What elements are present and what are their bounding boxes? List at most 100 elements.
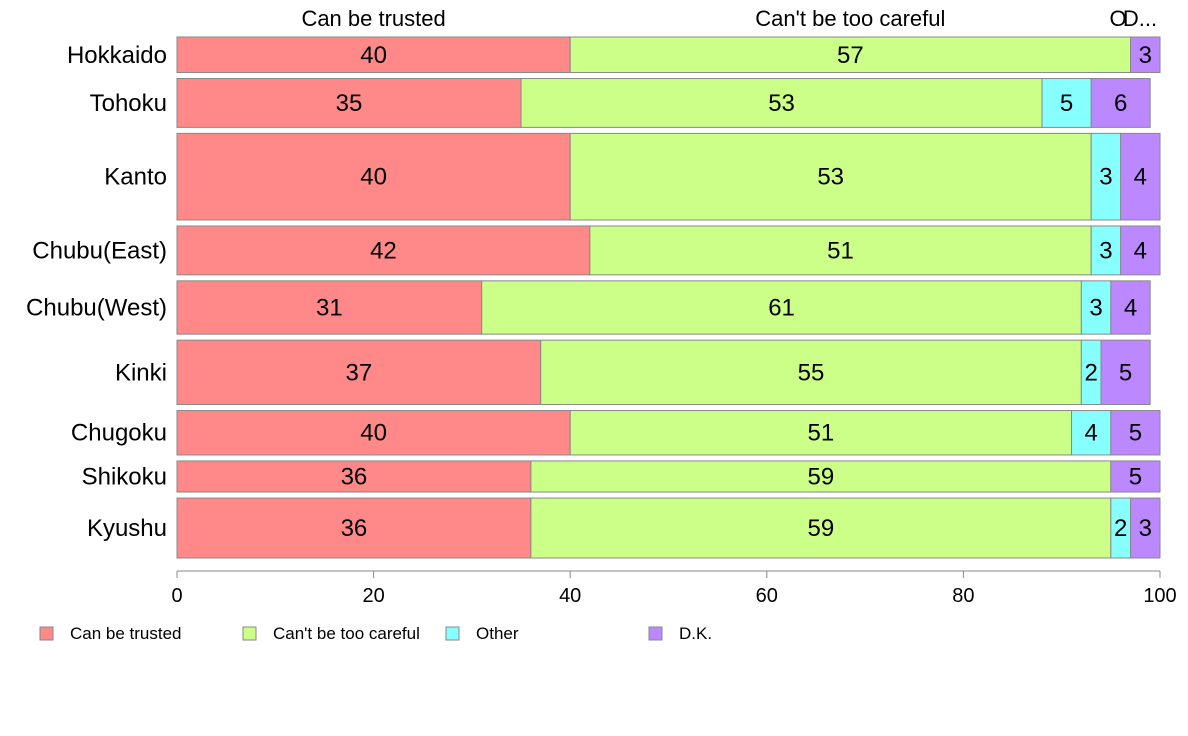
data-label: 35	[336, 90, 363, 117]
data-label: 5	[1119, 359, 1132, 386]
bar-row-chubu-west: 31 61 3 4	[176, 280, 1151, 335]
data-label: 36	[341, 515, 368, 542]
data-label: 3	[1099, 164, 1112, 191]
bar-segment-can-t-be-too-careful	[569, 36, 1132, 74]
legend-swatch	[242, 626, 257, 641]
bar-segment-can-t-be-too-careful	[540, 339, 1082, 406]
data-label: 4	[1134, 237, 1147, 264]
data-label: 40	[360, 42, 387, 69]
bar-segment-can-be-trusted	[176, 225, 591, 276]
bar-row-shikoku: 36 59 5	[176, 460, 1161, 493]
bar-segment-d-k	[1120, 225, 1161, 276]
data-label: 55	[798, 359, 825, 386]
bar-row-kyushu: 36 59 2 3	[176, 497, 1161, 559]
bar-segment-other	[1090, 225, 1122, 276]
top-series-label: D...	[1123, 6, 1157, 31]
category-label: Chubu(East)	[32, 237, 167, 264]
data-label: 59	[808, 463, 835, 490]
bar-segment-can-be-trusted	[176, 410, 571, 456]
data-label: 2	[1114, 515, 1127, 542]
bar-segment-can-t-be-too-careful	[569, 410, 1073, 456]
bar-segment-other	[1041, 78, 1092, 128]
category-label: Kanto	[104, 164, 167, 191]
data-label: 42	[370, 237, 397, 264]
bar-row-hokkaido: 40 57 3	[176, 36, 1161, 74]
bar-segment-can-be-trusted	[176, 36, 571, 74]
legend: Can be trusted Can't be too careful Other D…	[39, 624, 712, 643]
x-tick-label: 0	[171, 585, 182, 607]
category-label: Kyushu	[87, 515, 167, 542]
legend-item-can-be-trusted: Can be trusted	[39, 624, 182, 643]
data-label: 5	[1129, 420, 1142, 447]
data-label: 51	[808, 420, 835, 447]
category-label: Hokkaido	[67, 42, 167, 69]
bar-segment-d-k	[1110, 410, 1161, 456]
bar-segment-d-k	[1100, 339, 1151, 406]
legend-label: Other	[476, 624, 519, 643]
data-label: 3	[1089, 294, 1102, 321]
category-label: Chugoku	[71, 420, 167, 447]
x-tick-label: 80	[952, 585, 974, 607]
category-labels: Hokkaido Tohoku Kanto Chubu(East) Chubu(West…	[26, 42, 167, 542]
data-label: 40	[360, 420, 387, 447]
bar-segment-can-t-be-too-careful	[481, 280, 1082, 335]
data-label: 36	[341, 463, 368, 490]
data-label: 53	[768, 90, 795, 117]
x-tick-label: 40	[559, 585, 581, 607]
top-series-label: Can't be too careful	[755, 6, 945, 31]
top-series-labels: Can be trusted Can't be too careful OD...	[301, 6, 1157, 31]
bar-segment-other	[1071, 410, 1112, 456]
bar-row-chubu-east: 42 51 3 4	[176, 225, 1161, 276]
top-series-label: Can be trusted	[301, 6, 445, 31]
category-label: Kinki	[115, 359, 167, 386]
bar-segment-other	[1090, 132, 1122, 221]
x-tick-label: 100	[1143, 585, 1176, 607]
bar-segment-can-t-be-too-careful	[530, 497, 1112, 559]
legend-item-can-t-be-too-careful: Can't be too careful	[242, 624, 420, 643]
legend-item-other: Other	[445, 624, 519, 643]
data-label: 3	[1139, 42, 1152, 69]
x-axis: 0 20 40 60 80 100	[171, 570, 1177, 607]
bar-segment-d-k	[1130, 36, 1161, 74]
bar-segment-d-k	[1110, 460, 1161, 493]
data-label: 3	[1099, 237, 1112, 264]
legend-label: D.K.	[679, 624, 712, 643]
data-label: 40	[360, 164, 387, 191]
bar-segment-other	[1080, 280, 1112, 335]
category-label: Tohoku	[90, 90, 167, 117]
data-label: 4	[1134, 164, 1147, 191]
legend-swatch	[648, 626, 663, 641]
bar-segment-can-be-trusted	[176, 280, 483, 335]
data-label: 51	[827, 237, 854, 264]
bar-row-kinki: 37 55 2 5	[176, 339, 1151, 406]
data-label: 5	[1129, 463, 1142, 490]
bar-segment-can-be-trusted	[176, 497, 532, 559]
data-label: 61	[768, 294, 795, 321]
legend-item-d-k: D.K.	[648, 624, 712, 643]
data-label: 3	[1139, 515, 1152, 542]
bar-segment-can-be-trusted	[176, 339, 542, 406]
data-label: 6	[1114, 90, 1127, 117]
x-tick-label: 60	[756, 585, 778, 607]
data-label: 4	[1085, 420, 1098, 447]
data-label: 31	[316, 294, 343, 321]
bar-segment-can-be-trusted	[176, 132, 571, 221]
bar-row-kanto: 40 53 3 4	[176, 132, 1161, 221]
x-tick-label: 20	[362, 585, 384, 607]
top-series-label: O	[1109, 6, 1126, 31]
bars-group: 40 57 335 53 5 640 53 3 442 51 3 431 61 3 437 55 2 540 51 4…	[176, 36, 1161, 559]
bar-segment-can-be-trusted	[176, 78, 522, 128]
data-label: 2	[1085, 359, 1098, 386]
data-label: 59	[808, 515, 835, 542]
bar-row-tohoku: 35 53 5 6	[176, 78, 1151, 128]
legend-label: Can't be too careful	[273, 624, 420, 643]
bar-segment-can-t-be-too-careful	[520, 78, 1043, 128]
legend-swatch	[39, 626, 54, 641]
bar-segment-d-k	[1130, 497, 1161, 559]
bar-segment-d-k	[1110, 280, 1151, 335]
legend-swatch	[445, 626, 460, 641]
data-label: 5	[1060, 90, 1073, 117]
data-label: 53	[817, 164, 844, 191]
bar-segment-d-k	[1090, 78, 1151, 128]
